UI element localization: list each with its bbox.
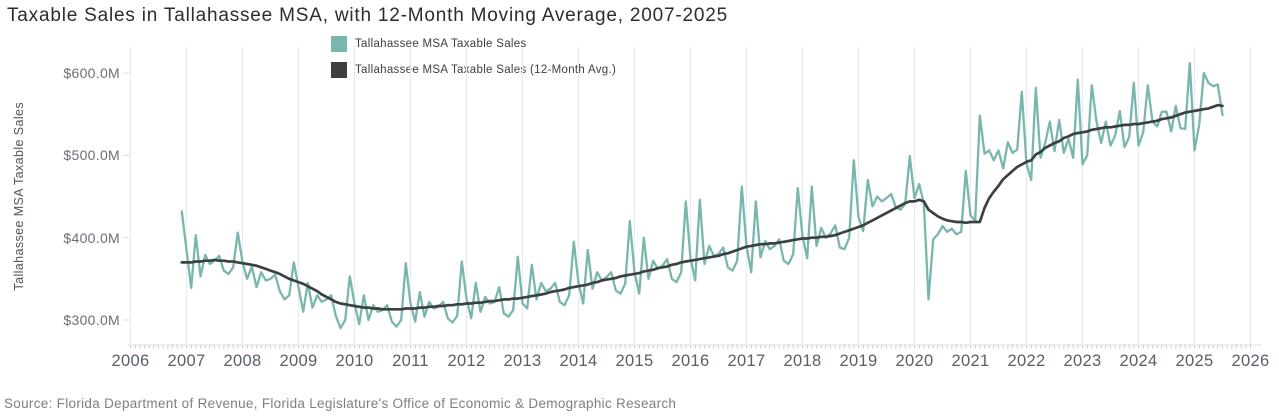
chart-title: Taxable Sales in Tallahassee MSA, with 1… [7,5,728,26]
legend-label-sales: Tallahassee MSA Taxable Sales [355,38,527,50]
x-tick-label-2025: 2025 [1175,352,1214,370]
x-tick-label-2024: 2024 [1119,352,1158,370]
axis-ticks [123,72,1262,349]
x-tick-label-2007: 2007 [167,352,206,370]
year-gridlines [130,47,1251,345]
x-tick-label-2018: 2018 [783,352,822,370]
y-tick-label-300: $300.0M [63,311,120,328]
x-tick-label-2021: 2021 [951,352,990,370]
legend: Tallahassee MSA Taxable Sales Tallahasse… [331,36,616,88]
x-tick-label-2014: 2014 [559,352,598,370]
x-tick-label-2006: 2006 [111,352,150,370]
legend-label-avg: Tallahassee MSA Taxable Sales (12-Month … [355,64,617,76]
x-tick-label-2009: 2009 [279,352,318,370]
source-attribution: Source: Florida Department of Revenue, F… [4,396,677,411]
x-tick-label-2013: 2013 [503,352,542,370]
x-tick-label-2008: 2008 [223,352,262,370]
y-tick-label-600: $600.0M [63,65,120,81]
legend-item-sales: Tallahassee MSA Taxable Sales [331,36,616,52]
avg-legend-swatch-icon [331,62,347,78]
y-tick-label-500: $500.0M [63,147,120,164]
x-tick-label-2022: 2022 [1007,352,1046,370]
x-tick-label-2020: 2020 [895,352,934,370]
x-tick-label-2016: 2016 [671,352,710,370]
legend-item-avg: Tallahassee MSA Taxable Sales (12-Month … [331,62,616,78]
sales-line-series[interactable] [180,61,1224,330]
x-tick-label-2026: 2026 [1231,352,1270,370]
x-tick-label-2015: 2015 [615,352,654,370]
sales-legend-swatch-icon [331,36,347,52]
x-tick-label-2012: 2012 [447,352,486,370]
y-tick-label-400: $400.0M [63,229,120,246]
x-tick-label-2010: 2010 [335,352,374,370]
x-tick-label-2019: 2019 [839,352,878,370]
moving-average-line-series[interactable] [180,103,1224,311]
x-tick-label-2011: 2011 [392,352,429,370]
x-tick-label-2017: 2017 [727,352,766,370]
x-tick-label-2023: 2023 [1063,352,1102,370]
